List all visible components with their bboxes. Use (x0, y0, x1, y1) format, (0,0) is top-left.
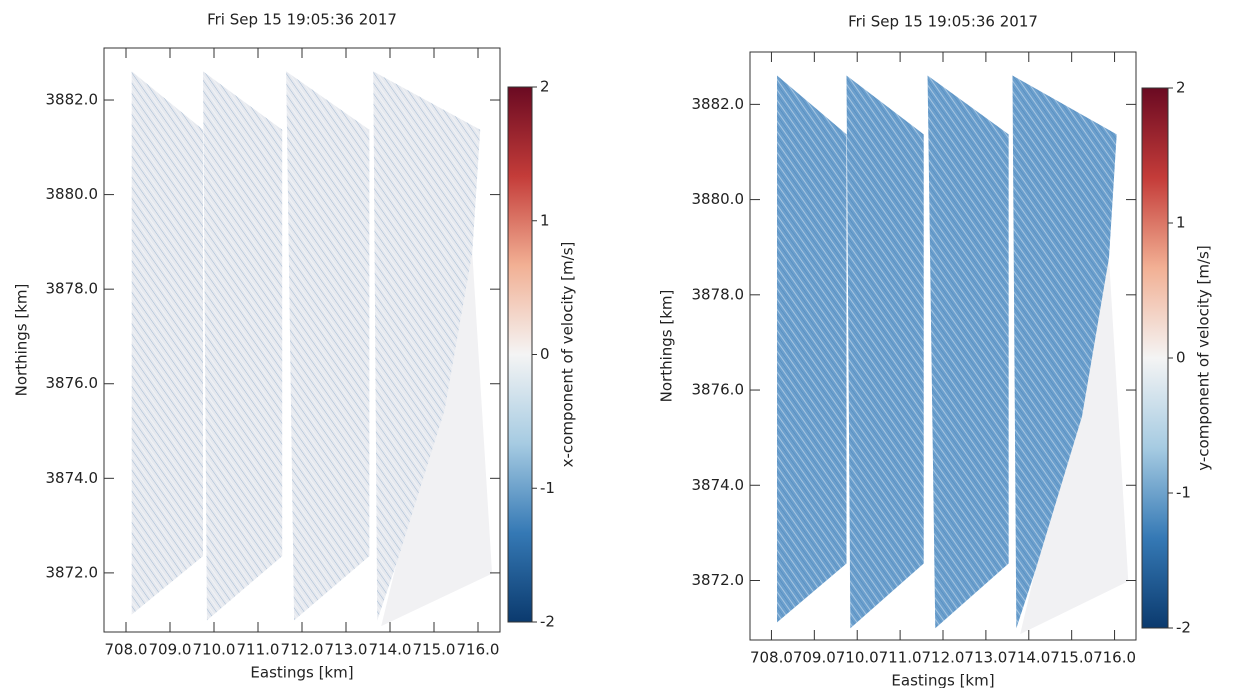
y-tick-label: 3876.0 (692, 381, 745, 399)
y-tick-label: 3880.0 (692, 190, 745, 208)
x-tick-label: 715.0 (1050, 649, 1093, 667)
y-axis-label: Northings [km] (658, 290, 676, 403)
colorbar-tick-label: 0 (540, 345, 550, 363)
colorbar-tick-label: -1 (1176, 484, 1191, 502)
y-tick-label: 3874.0 (692, 476, 745, 494)
colorbar (507, 86, 533, 623)
y-tick-label: 3880.0 (46, 185, 99, 203)
colorbar-tick-label: 1 (540, 211, 550, 229)
y-tick-label: 3878.0 (46, 280, 99, 298)
colorbar-label: x-component of velocity [m/s] (559, 242, 577, 468)
y-tick-label: 3878.0 (692, 285, 745, 303)
y-tick-label: 3876.0 (46, 374, 99, 392)
y-tick-label: 3874.0 (46, 469, 99, 487)
colorbar-tick-label: -2 (540, 613, 555, 631)
x-tick-label: 714.0 (369, 641, 412, 659)
colorbar (1141, 87, 1169, 629)
x-axis-label: Eastings [km] (250, 664, 353, 682)
x-tick-label: 711.0 (879, 649, 922, 667)
swath-texture (846, 75, 924, 629)
x-tick-label: 710.0 (836, 649, 879, 667)
swath-texture (1012, 75, 1117, 629)
background-wedge (381, 252, 493, 627)
x-tick-label: 708.0 (105, 641, 148, 659)
colorbar-tick-label: 1 (1176, 214, 1186, 232)
y-tick-label: 3882.0 (692, 95, 745, 113)
x-tick-label: 712.0 (281, 641, 324, 659)
chart-title: Fri Sep 15 19:05:36 2017 (207, 11, 397, 29)
y-tick-label: 3872.0 (46, 563, 99, 581)
swath-texture (777, 75, 847, 623)
x-tick-label: 715.0 (413, 641, 456, 659)
y-tick-label: 3872.0 (692, 571, 745, 589)
x-tick-label: 710.0 (193, 641, 236, 659)
x-tick-label: 713.0 (964, 649, 1007, 667)
y-tick-label: 3882.0 (46, 91, 99, 109)
x-axis-label: Eastings [km] (891, 672, 994, 688)
x-tick-label: 714.0 (1007, 649, 1050, 667)
background-wedge (1020, 257, 1129, 635)
x-tick-label: 709.0 (793, 649, 836, 667)
swath-texture (203, 71, 283, 621)
x-tick-label: 716.0 (457, 641, 500, 659)
chart-title: Fri Sep 15 19:05:36 2017 (848, 13, 1038, 31)
x-tick-label: 711.0 (237, 641, 280, 659)
swath-texture (373, 71, 481, 621)
colorbar-tick-label: 2 (1176, 79, 1186, 97)
x-tick-label: 713.0 (325, 641, 368, 659)
x-tick-label: 708.0 (750, 649, 793, 667)
y-axis-label: Northings [km] (13, 284, 31, 397)
colorbar-tick-label: -2 (1176, 619, 1191, 637)
swath-texture (927, 75, 1009, 629)
x-tick-label: 716.0 (1093, 649, 1136, 667)
swath-texture (131, 71, 203, 615)
colorbar-tick-label: -1 (540, 479, 555, 497)
colorbar-tick-label: 0 (1176, 349, 1186, 367)
x-tick-label: 712.0 (922, 649, 965, 667)
swath-texture (286, 71, 370, 621)
colorbar-tick-label: 2 (540, 78, 550, 96)
colorbar-label: y-component of velocity [m/s] (1195, 245, 1213, 470)
x-tick-label: 709.0 (149, 641, 192, 659)
